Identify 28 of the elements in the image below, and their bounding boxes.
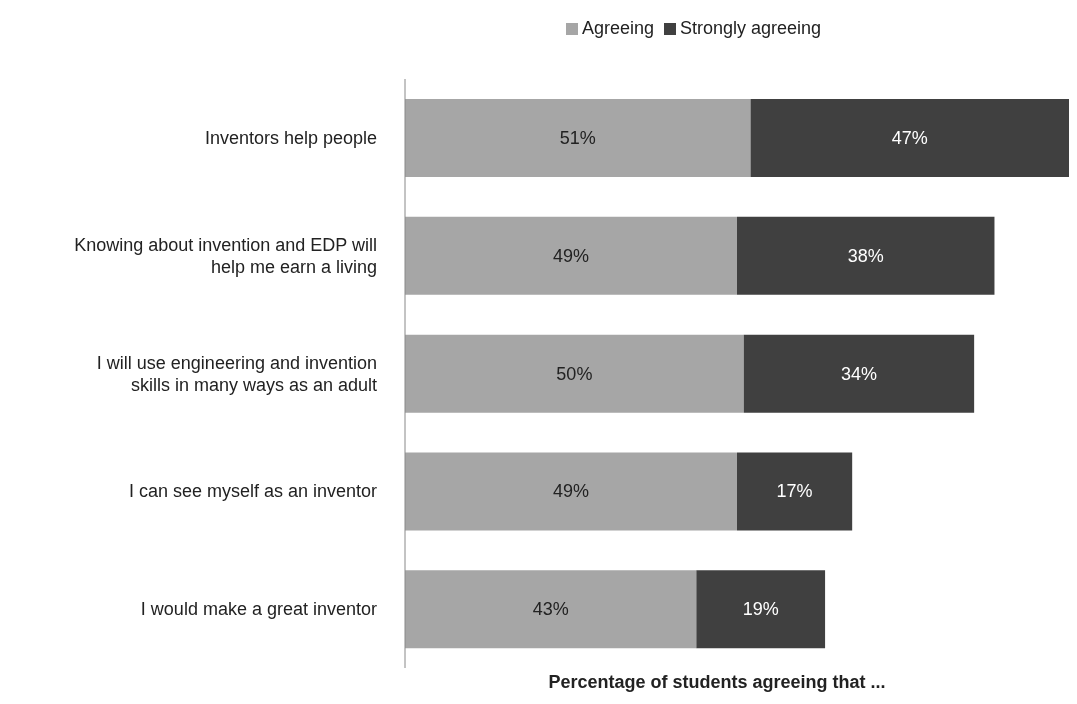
bar (405, 99, 751, 178)
y-tick-label: I would make a great inventor (140, 599, 377, 620)
data-label: 34% (840, 363, 877, 384)
data-label: 49% (552, 481, 590, 502)
data-label: 43% (532, 599, 569, 620)
bar (405, 452, 737, 531)
data-label: 19% (742, 599, 779, 620)
bar (405, 570, 697, 649)
bar (737, 216, 995, 295)
bar (737, 452, 853, 531)
y-tick-label: Inventors help people (204, 127, 377, 148)
bar (405, 216, 737, 295)
data-label: 38% (847, 245, 884, 266)
data-label: 51% (559, 128, 596, 149)
data-label: 50% (556, 363, 593, 384)
y-tick-label: I can see myself as an inventor (128, 481, 377, 502)
data-label: 49% (552, 245, 590, 266)
bar (750, 99, 1069, 178)
bar (696, 570, 826, 649)
data-label: 17% (776, 481, 813, 502)
bar (405, 334, 744, 413)
bar (743, 334, 975, 413)
y-tick-label: Knowing about invention and EDP will help me earn a living (74, 234, 377, 277)
legend-label: Agreeing (581, 18, 654, 38)
legend-label: Strongly agreeing (679, 18, 822, 38)
data-label: 47% (891, 128, 928, 149)
x-axis-title: Percentage of students agreeing that ... (547, 672, 887, 693)
y-tick-label: I will use engineering and invention skills in many ways as an adult (96, 352, 377, 395)
